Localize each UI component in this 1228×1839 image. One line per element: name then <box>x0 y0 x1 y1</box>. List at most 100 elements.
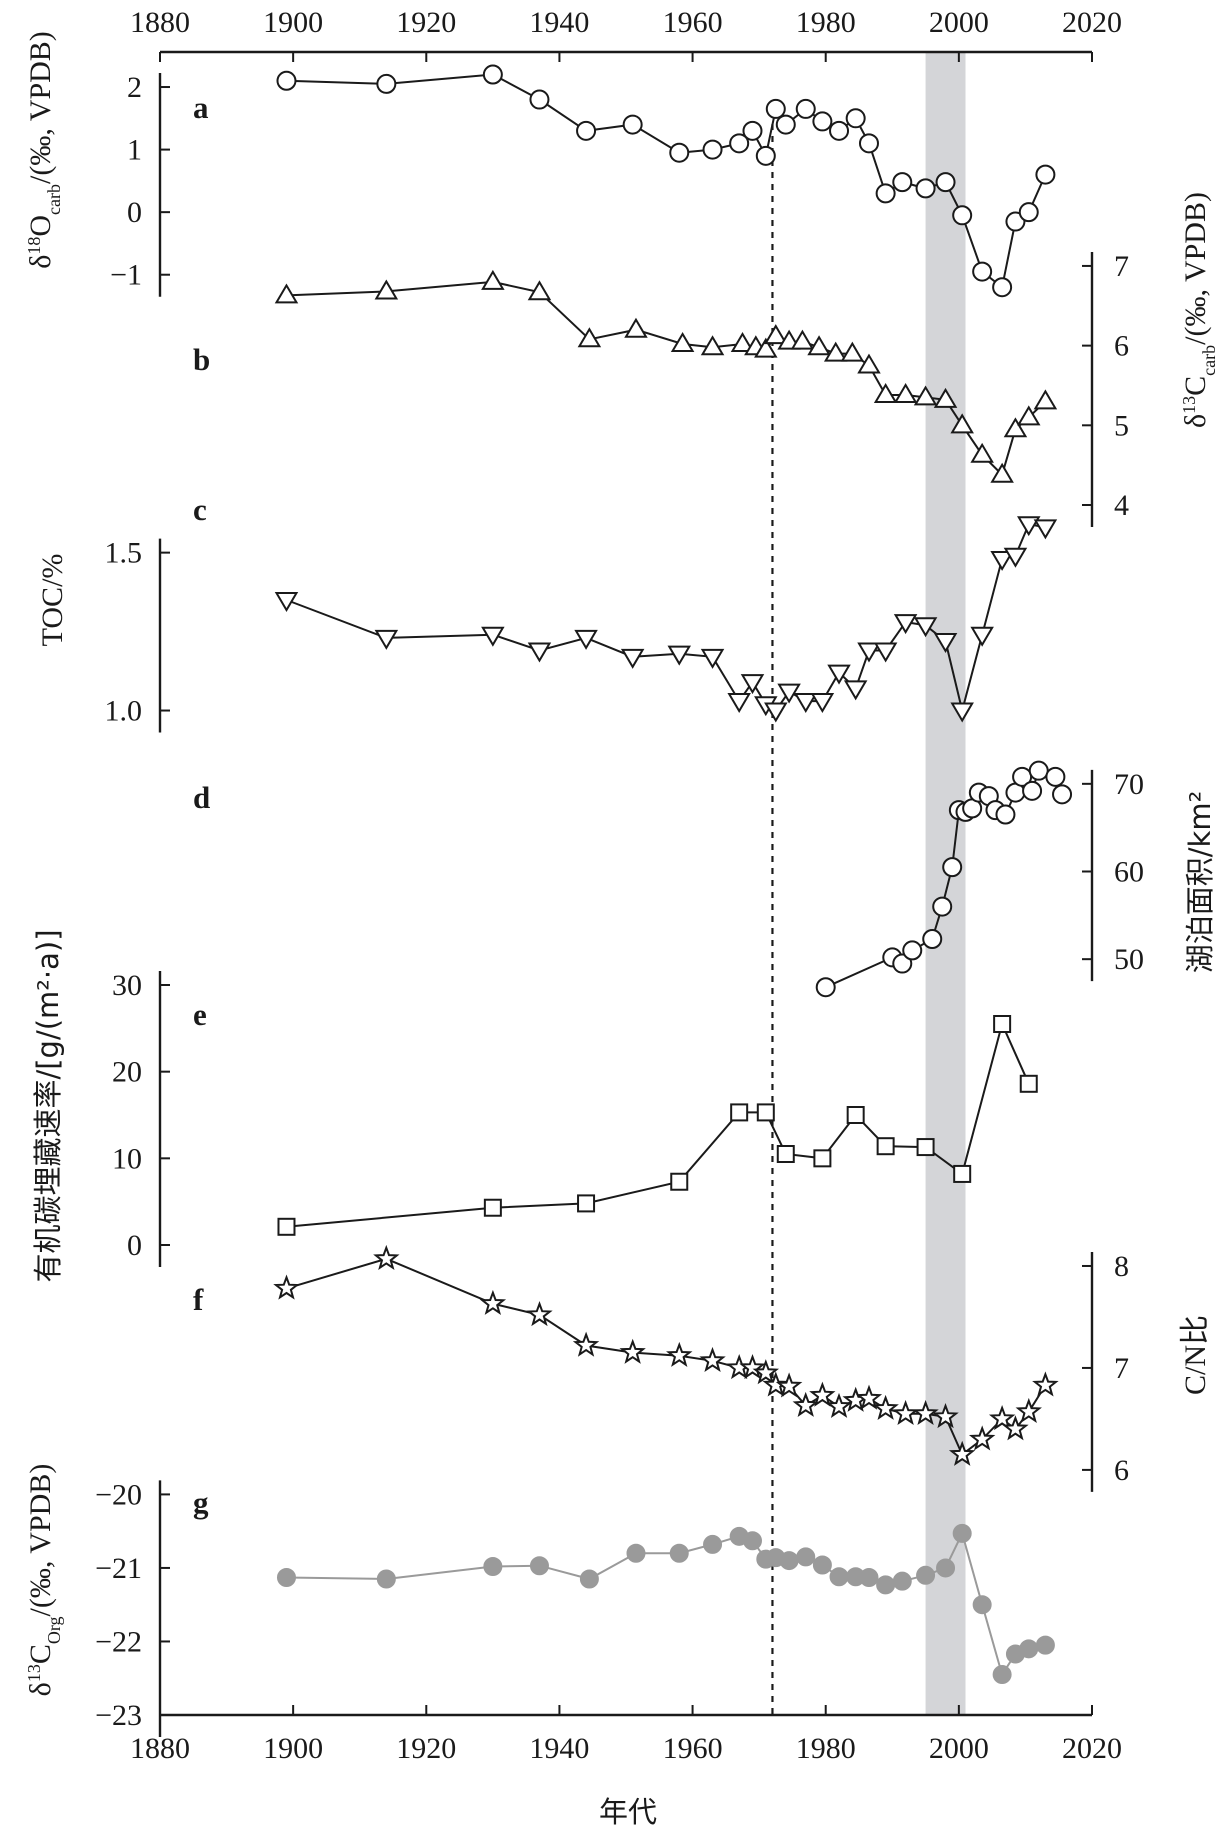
top-x-tick-label: 1880 <box>130 6 190 39</box>
data-point <box>730 1103 749 1122</box>
data-point <box>481 626 505 647</box>
panel-letter-f: f <box>193 1282 204 1317</box>
data-point <box>1002 1415 1029 1441</box>
bottom-x-tick-label: 1960 <box>663 1732 723 1765</box>
data-point <box>823 341 848 362</box>
data-point <box>576 120 597 141</box>
data-point <box>572 1331 600 1357</box>
y-tick-label-f: 6 <box>1114 1454 1129 1487</box>
data-point <box>670 332 695 353</box>
y-tick-label-b: 7 <box>1114 250 1129 283</box>
ylabel-b: δ13Ccarb/(‰, VPDB) <box>1179 192 1219 428</box>
data-point <box>825 1392 853 1418</box>
data-point <box>916 1565 936 1585</box>
panel-letter-a: a <box>193 90 209 125</box>
data-point <box>876 1575 896 1595</box>
panel-g <box>158 1480 1055 1737</box>
data-point <box>483 1556 503 1576</box>
panel-letter-g: g <box>193 1485 209 1520</box>
data-point <box>779 1551 799 1571</box>
panel-c <box>158 516 1058 733</box>
y-tick-label-d: 60 <box>1114 856 1144 889</box>
data-point <box>276 1568 296 1587</box>
ylabel-a: δ18Ocarb/(‰, VPDB) <box>24 31 64 269</box>
axis-layer <box>159 50 1093 1717</box>
data-point <box>274 283 299 304</box>
data-point <box>857 642 881 663</box>
data-point <box>953 1164 972 1183</box>
data-point <box>764 702 788 723</box>
data-point <box>483 1198 502 1217</box>
data-point <box>892 1571 912 1591</box>
data-point <box>950 702 974 723</box>
series-line-c <box>286 523 1046 712</box>
data-point <box>1018 202 1039 223</box>
data-point <box>933 633 958 654</box>
data-point <box>620 648 645 669</box>
data-point <box>829 120 850 141</box>
y-tick-label-f: 8 <box>1114 1250 1129 1283</box>
data-point <box>950 413 974 434</box>
data-point <box>968 1425 996 1451</box>
data-point <box>1035 164 1056 185</box>
data-point <box>858 133 879 154</box>
data-point <box>809 1381 836 1407</box>
panel-letter-e: e <box>193 997 207 1032</box>
y-tick-label-c: 1.5 <box>105 537 143 570</box>
y-tick-label-b: 5 <box>1114 409 1129 442</box>
data-point <box>1033 389 1058 410</box>
data-point <box>1022 780 1043 801</box>
data-point <box>669 142 690 163</box>
panel-e <box>158 971 1038 1267</box>
data-point <box>913 617 938 638</box>
top-x-tick-label: 2000 <box>929 6 989 39</box>
data-point <box>667 645 692 666</box>
data-point <box>992 277 1013 298</box>
data-point <box>765 98 786 119</box>
data-point <box>912 1399 939 1426</box>
data-point <box>1019 1639 1039 1659</box>
data-point <box>972 1595 992 1615</box>
data-point <box>376 1569 396 1589</box>
top-x-tick-label: 2020 <box>1062 6 1122 39</box>
shade-layer <box>771 52 966 1715</box>
data-point <box>995 804 1016 825</box>
data-point <box>482 64 503 85</box>
panel-a <box>158 64 1056 298</box>
data-point <box>992 1665 1012 1685</box>
data-point <box>1052 784 1073 805</box>
panel-letter-b: b <box>193 342 210 377</box>
label-layer: 1880 1880 1900 1900 1920 1920 1940 1940 1960 1960… <box>24 6 1219 1829</box>
data-point <box>859 1568 879 1587</box>
data-point <box>1035 1635 1055 1655</box>
bottom-x-tick-label: 1900 <box>263 1732 323 1765</box>
data-point <box>827 664 851 685</box>
data-point <box>932 896 953 917</box>
data-point <box>948 1440 976 1466</box>
data-point <box>952 1523 972 1543</box>
data-point <box>756 1103 775 1122</box>
panel-letter-d: d <box>193 780 210 815</box>
data-point <box>793 693 818 714</box>
data-point <box>810 693 835 714</box>
ylabel-f: C/N比 <box>1179 1315 1212 1395</box>
panel-letter-c: c <box>193 492 207 527</box>
data-point <box>699 1346 726 1373</box>
data-point <box>846 1106 865 1124</box>
data-point <box>790 329 815 350</box>
data-point <box>577 1194 596 1213</box>
data-point <box>916 1138 935 1157</box>
data-point <box>574 629 598 650</box>
y-tick-label-a: −1 <box>110 259 142 292</box>
series-layer <box>158 64 1094 1737</box>
bottom-x-tick-label: 2020 <box>1062 1732 1122 1765</box>
data-point <box>481 269 505 290</box>
y-tick-label-e: 30 <box>112 969 142 1002</box>
data-point <box>845 108 866 129</box>
y-tick-label-g: −23 <box>95 1699 142 1732</box>
y-tick-label-a: 1 <box>127 134 142 167</box>
data-point <box>952 205 973 226</box>
data-point <box>1017 405 1041 426</box>
data-point <box>812 1555 832 1575</box>
